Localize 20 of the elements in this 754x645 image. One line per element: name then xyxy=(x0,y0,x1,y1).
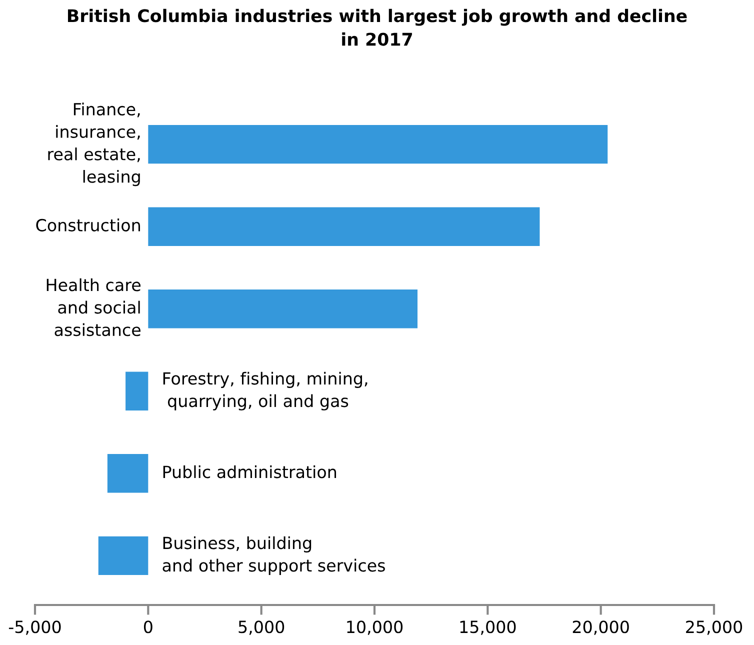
x-tick-label: 10,000 xyxy=(347,620,403,635)
x-tick-label: 15,000 xyxy=(460,620,516,635)
y-tick-label: Construction xyxy=(36,218,140,232)
bar xyxy=(98,536,148,575)
x-tick-label: -5,000 xyxy=(8,620,61,635)
x-tick-label: 0 xyxy=(144,620,152,634)
chart-title: British Columbia industries with largest job growth and decline in 2017 xyxy=(68,8,687,46)
x-tick-label: 5,000 xyxy=(238,620,284,635)
y-tick-label: Business, building and other support services xyxy=(162,536,385,575)
bar xyxy=(148,207,540,246)
bar xyxy=(148,125,608,164)
y-tick-label: Health care and social assistance xyxy=(46,278,140,336)
y-tick-label: Finance, insurance, real estate, leasing xyxy=(48,102,140,186)
x-tick-label: 20,000 xyxy=(572,620,629,635)
x-tick-label: 25,000 xyxy=(686,620,742,635)
bar xyxy=(107,454,148,493)
bar xyxy=(148,290,418,328)
y-tick-label: Public administration xyxy=(163,465,336,478)
bar xyxy=(126,372,148,410)
y-tick-label: Forestry, fishing, mining, quarrying, oil and gas xyxy=(163,372,368,410)
